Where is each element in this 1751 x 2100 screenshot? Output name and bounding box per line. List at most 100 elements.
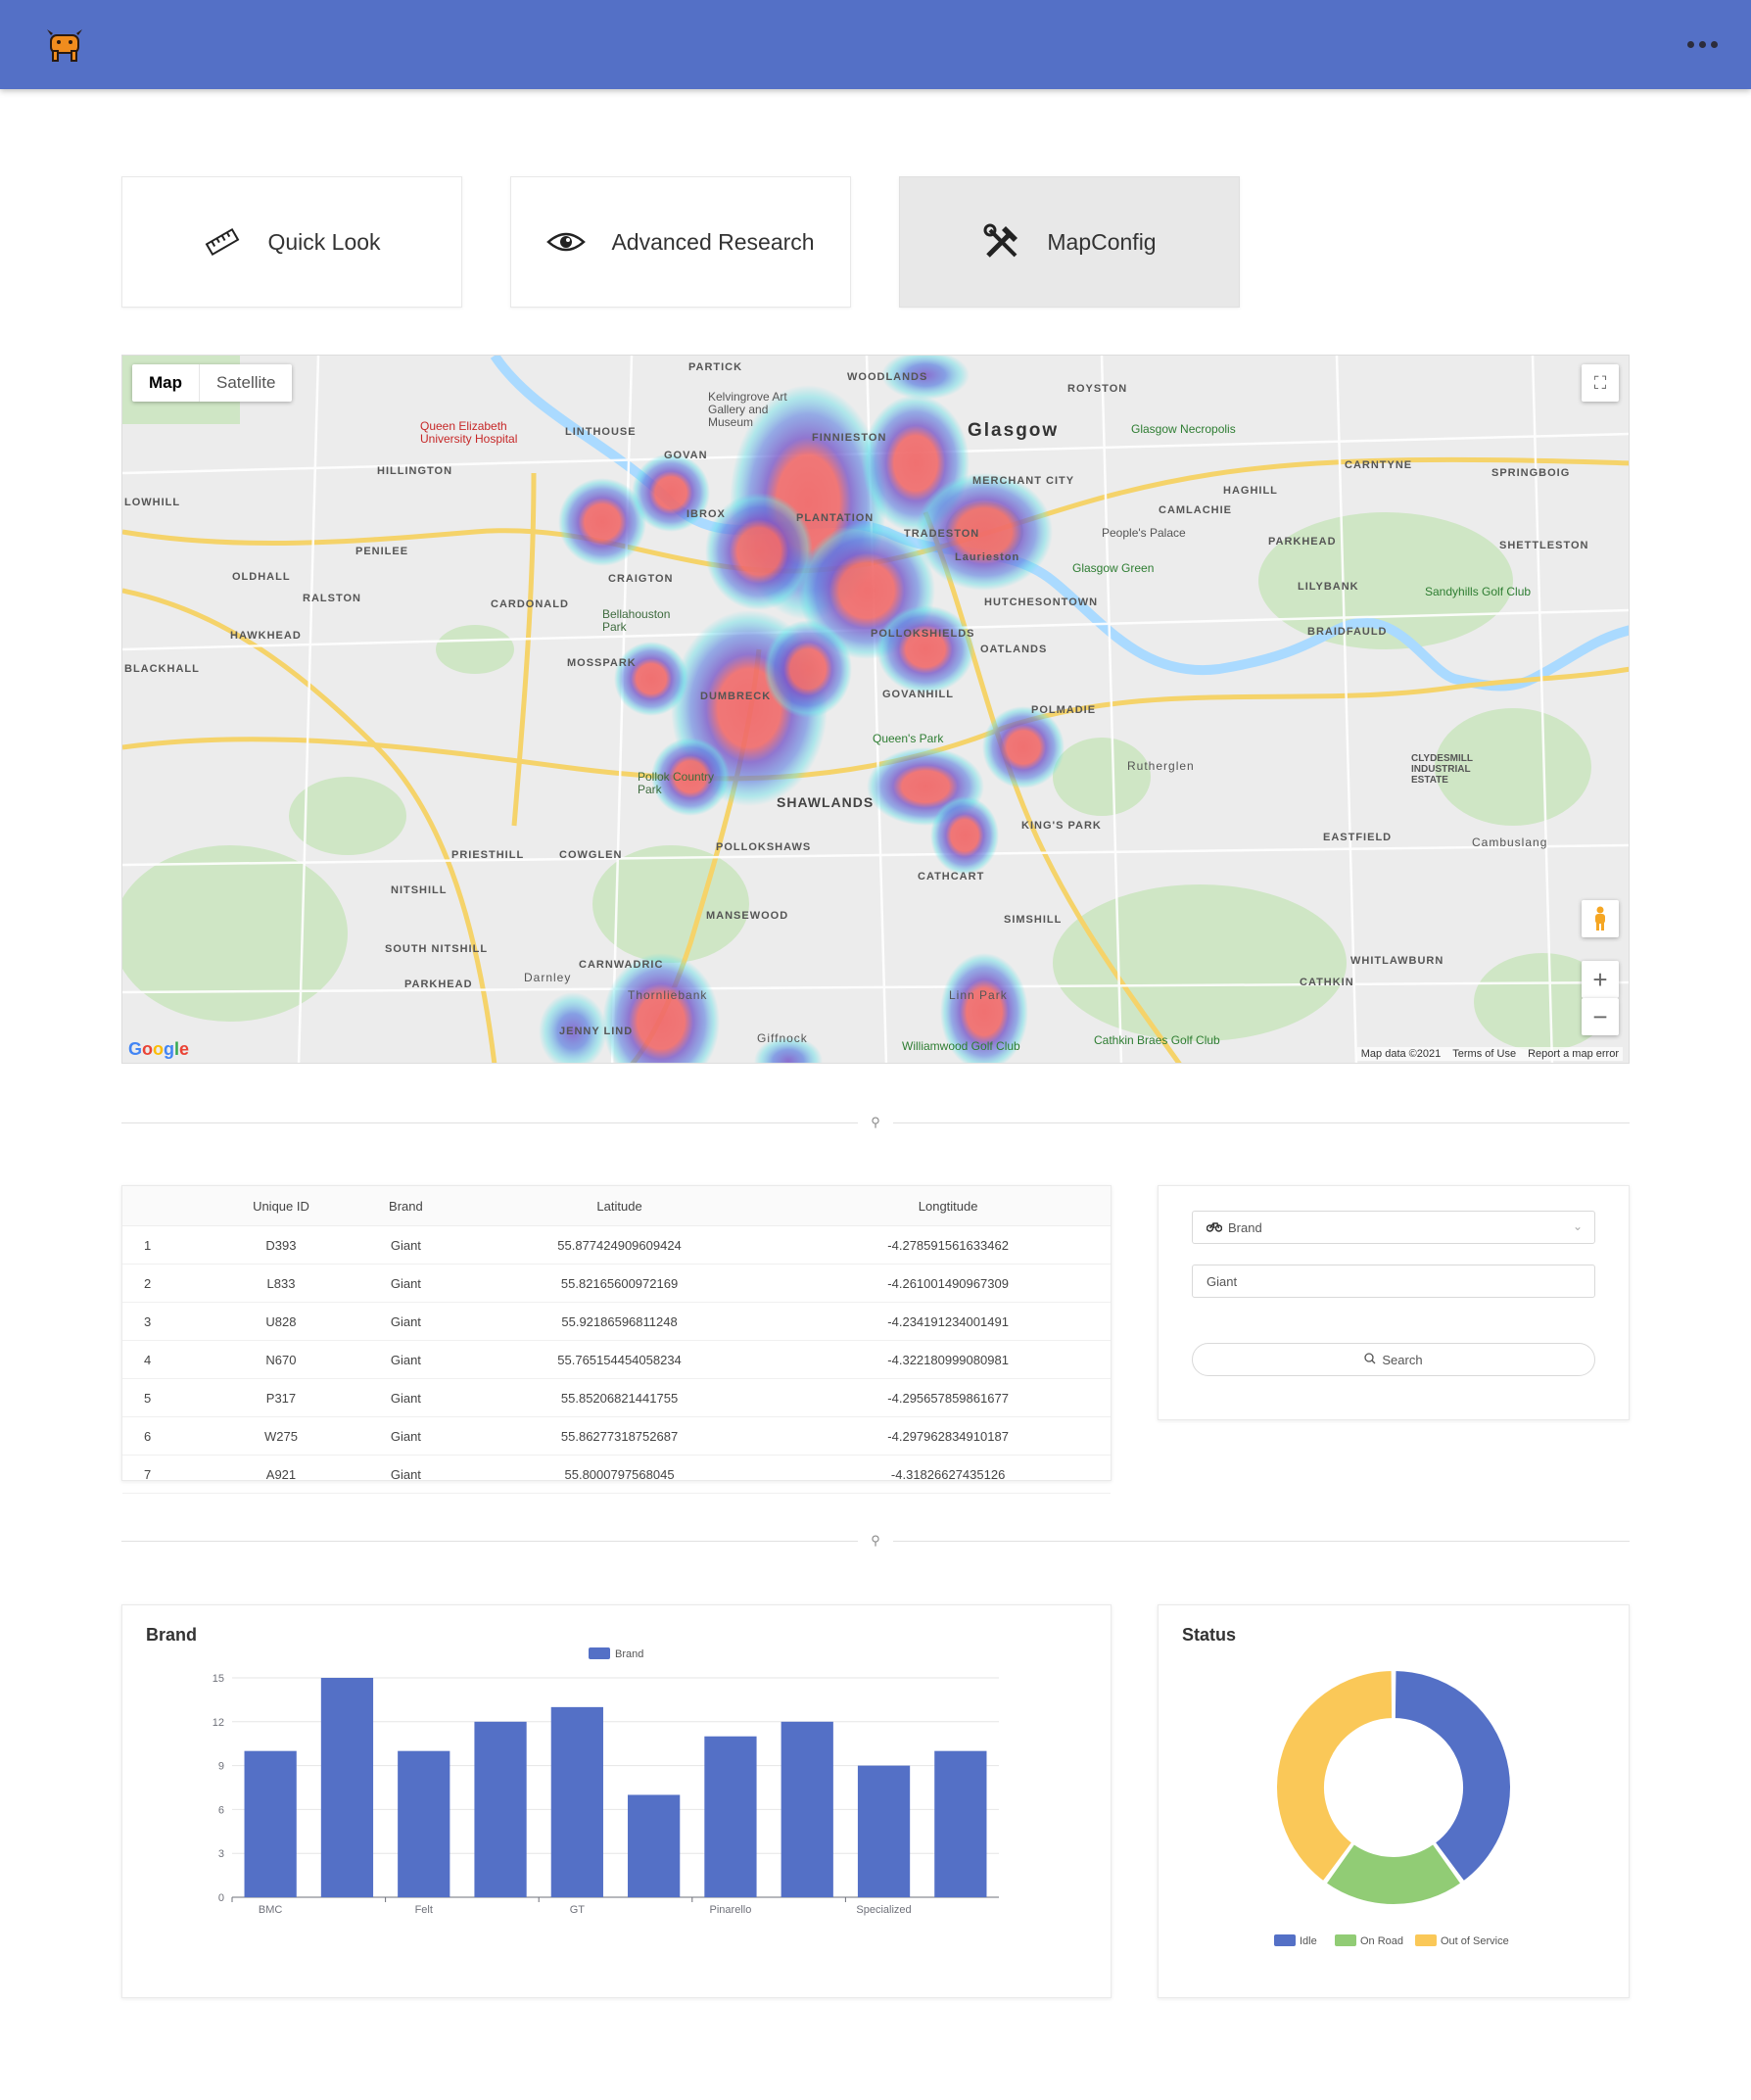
place-label: PARTICK bbox=[688, 361, 743, 373]
pegman-icon[interactable] bbox=[1582, 900, 1619, 937]
place-label: Giffnock bbox=[757, 1031, 808, 1045]
nav-quick-look[interactable]: Quick Look bbox=[121, 176, 462, 308]
place-label: Cambuslang bbox=[1472, 835, 1548, 849]
zoom-out-icon[interactable]: − bbox=[1582, 998, 1619, 1035]
brand-bar-chart: Brand 0 3 6 9 12 15 BMC Felt GT Pinarello Specializ… bbox=[213, 1647, 999, 1916]
table-cell: Giant bbox=[357, 1416, 453, 1456]
y-tick-label: 0 bbox=[218, 1892, 224, 1904]
report-error-link[interactable]: Report a map error bbox=[1528, 1048, 1619, 1060]
terms-link[interactable]: Terms of Use bbox=[1452, 1048, 1517, 1060]
poi-label[interactable]: Queen Elizabeth University Hospital bbox=[420, 419, 518, 446]
eye-icon bbox=[546, 222, 587, 262]
poi-label[interactable]: Queen's Park bbox=[873, 732, 944, 745]
column-header[interactable]: Unique ID bbox=[204, 1186, 358, 1226]
table-cell: P317 bbox=[204, 1378, 358, 1417]
poi-label[interactable]: Bellahouston Park bbox=[602, 607, 671, 634]
top-bar bbox=[0, 0, 1751, 89]
pie-slice bbox=[1324, 1841, 1463, 1906]
column-header[interactable]: Longtitude bbox=[785, 1186, 1111, 1226]
legend-label: Out of Service bbox=[1441, 1935, 1509, 1947]
map-type-control: Map Satellite bbox=[132, 364, 293, 402]
divider-bike-icon: ⚲ bbox=[858, 1115, 893, 1130]
place-label: JENNY LIND bbox=[559, 1026, 634, 1037]
bull-logo-icon[interactable] bbox=[45, 27, 84, 65]
table-cell: A921 bbox=[204, 1455, 358, 1494]
poi-label[interactable]: CLYDESMILL INDUSTRIAL ESTATE bbox=[1411, 753, 1473, 786]
place-label: LILYBANK bbox=[1298, 581, 1359, 593]
table-cell: -4.234191234001491 bbox=[785, 1302, 1111, 1341]
bar bbox=[398, 1750, 450, 1897]
nav-advanced-research[interactable]: Advanced Research bbox=[510, 176, 851, 308]
table-row[interactable]: 2 L833 Giant 55.82165600972169 -4.2610014909… bbox=[122, 1264, 1111, 1303]
nav-mapconfig[interactable]: MapConfig bbox=[899, 176, 1240, 308]
column-header bbox=[122, 1186, 204, 1226]
table-cell: N670 bbox=[204, 1340, 358, 1379]
place-label: OLDHALL bbox=[232, 571, 291, 583]
place-label: SHETTLESTON bbox=[1499, 540, 1589, 551]
heatmap-map[interactable]: PARTICK WOODLANDS ROYSTON Glasgow LINTHO… bbox=[121, 355, 1630, 1064]
place-label: CARNTYNE bbox=[1345, 459, 1413, 471]
table-cell: -4.261001490967309 bbox=[785, 1264, 1111, 1303]
more-dots-icon[interactable] bbox=[1682, 29, 1722, 59]
search-button[interactable]: Search bbox=[1192, 1343, 1595, 1376]
zoom-in-icon[interactable]: + bbox=[1582, 961, 1619, 998]
x-tick-label: Specialized bbox=[856, 1904, 911, 1916]
place-label: PLANTATION bbox=[796, 512, 875, 524]
place-label: HILLINGTON bbox=[377, 465, 453, 477]
place-label: EASTFIELD bbox=[1323, 832, 1393, 843]
table-row[interactable]: 5 P317 Giant 55.85206821441755 -4.2956578598… bbox=[122, 1378, 1111, 1417]
y-tick-label: 15 bbox=[213, 1673, 224, 1685]
place-label: LINTHOUSE bbox=[565, 426, 637, 438]
place-label: LOWHILL bbox=[124, 497, 181, 508]
y-tick-label: 3 bbox=[218, 1848, 224, 1860]
table-cell: Giant bbox=[357, 1455, 453, 1494]
brand-chart-card: Brand Brand 0 3 6 9 12 15 BMC Felt GT Pinarello Spe… bbox=[121, 1604, 1112, 1998]
poi-label[interactable]: Cathkin Braes Golf Club bbox=[1094, 1033, 1220, 1047]
bar bbox=[704, 1736, 757, 1897]
place-label: MERCHANT CITY bbox=[972, 475, 1075, 487]
search-button-label: Search bbox=[1382, 1352, 1423, 1367]
map-type-map-button[interactable]: Map bbox=[132, 364, 200, 402]
table-row[interactable]: 7 A921 Giant 55.8000797568045 -4.31826627435… bbox=[122, 1455, 1111, 1494]
place-label: MANSEWOOD bbox=[706, 910, 789, 922]
place-label: ROYSTON bbox=[1067, 383, 1128, 395]
table-cell: Giant bbox=[357, 1264, 453, 1303]
poi-label[interactable]: Glasgow Necropolis bbox=[1131, 422, 1236, 436]
pie-slice bbox=[1393, 1668, 1512, 1884]
x-tick-label: BMC bbox=[259, 1904, 283, 1916]
place-label: HUTCHESONTOWN bbox=[984, 597, 1099, 608]
place-label: Thornliebank bbox=[628, 988, 708, 1002]
table-cell: Giant bbox=[357, 1302, 453, 1341]
place-label: PENILEE bbox=[355, 546, 409, 557]
search-value-input[interactable] bbox=[1192, 1265, 1595, 1298]
poi-label[interactable]: People's Palace bbox=[1102, 526, 1186, 540]
fullscreen-icon[interactable]: ⛶ bbox=[1582, 364, 1619, 402]
bar bbox=[320, 1678, 374, 1897]
table-row[interactable]: 3 U828 Giant 55.92186596811248 -4.2341912340… bbox=[122, 1302, 1111, 1341]
poi-label[interactable]: Glasgow Green bbox=[1072, 561, 1155, 575]
place-label: BLACKHALL bbox=[124, 663, 200, 675]
place-label: HAGHILL bbox=[1223, 485, 1278, 497]
column-header[interactable]: Latitude bbox=[452, 1186, 786, 1226]
place-label: MOSSPARK bbox=[567, 657, 637, 669]
poi-label[interactable]: Pollok Country Park bbox=[638, 770, 715, 796]
column-header[interactable]: Brand bbox=[357, 1186, 453, 1226]
poi-label[interactable]: Williamwood Golf Club bbox=[902, 1039, 1020, 1053]
field-select[interactable]: Brand ⌄ bbox=[1192, 1211, 1595, 1244]
map-type-satellite-button[interactable]: Satellite bbox=[216, 373, 276, 392]
nav-quick-look-label: Quick Look bbox=[267, 228, 381, 255]
place-label: IBROX bbox=[686, 508, 726, 520]
table-cell: U828 bbox=[204, 1302, 358, 1341]
nav-advanced-research-label: Advanced Research bbox=[611, 228, 815, 255]
place-label: PARKHEAD bbox=[1268, 536, 1337, 548]
poi-label[interactable]: Sandyhills Golf Club bbox=[1425, 585, 1532, 598]
table-row[interactable]: 1 D393 Giant 55.877424909609424 -4.278591561… bbox=[122, 1225, 1111, 1265]
poi-label[interactable]: Kelvingrove Art Gallery and Museum bbox=[708, 390, 787, 429]
table-row[interactable]: 6 W275 Giant 55.86277318752687 -4.2979628349… bbox=[122, 1416, 1111, 1456]
map-canvas[interactable] bbox=[122, 356, 1630, 1064]
bar bbox=[934, 1750, 987, 1897]
legend-label: On Road bbox=[1360, 1935, 1403, 1947]
table-row[interactable]: 4 N670 Giant 55.765154454058234 -4.322180999… bbox=[122, 1340, 1111, 1379]
table-cell: 55.85206821441755 bbox=[452, 1378, 786, 1417]
place-label: CARDONALD bbox=[491, 598, 569, 610]
